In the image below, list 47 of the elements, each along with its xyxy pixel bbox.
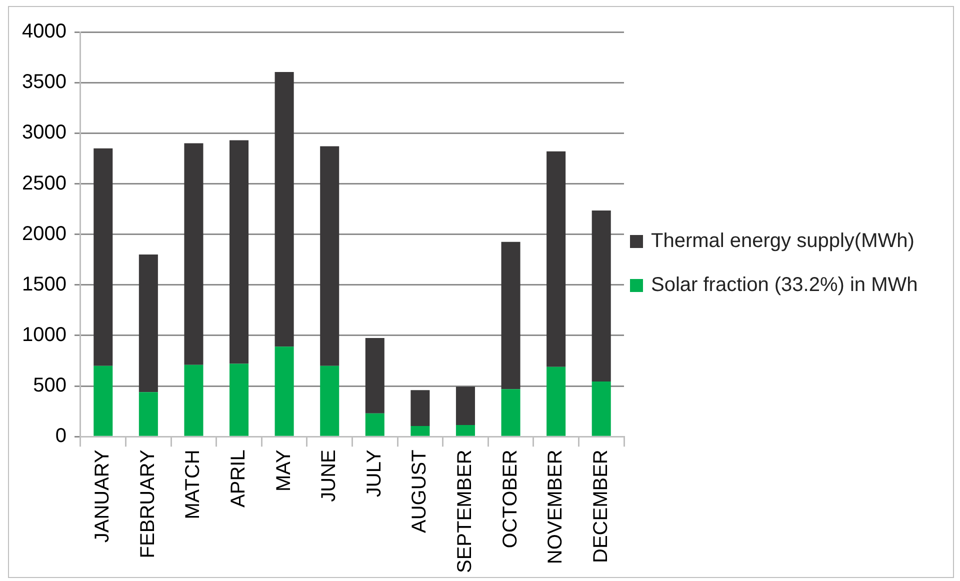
bar xyxy=(274,346,294,436)
bar xyxy=(501,242,520,390)
bar xyxy=(230,140,249,364)
bar xyxy=(274,72,294,347)
bar xyxy=(320,146,340,366)
bar xyxy=(94,366,113,436)
bar xyxy=(320,366,340,436)
x-tick-label: SEPTEMBER xyxy=(454,450,476,573)
y-tick-label: 3000 xyxy=(22,122,66,144)
bar xyxy=(230,364,249,436)
legend-label: Thermal energy supply(MWh) xyxy=(651,229,914,254)
x-tick-label: JULY xyxy=(363,450,386,498)
y-tick-label: 1500 xyxy=(22,273,66,296)
bar xyxy=(456,386,475,426)
y-tick-label: 0 xyxy=(55,425,66,448)
x-tick-label: DECEMBER xyxy=(590,450,612,563)
y-tick-label: 1000 xyxy=(22,324,66,346)
bar xyxy=(546,366,566,436)
y-tick-label: 4000 xyxy=(22,20,66,43)
bar xyxy=(365,413,384,436)
bar xyxy=(410,426,430,436)
bar xyxy=(184,364,204,436)
x-tick-label: JANUARY xyxy=(92,450,114,543)
y-tick-label: 2000 xyxy=(22,222,66,245)
bar xyxy=(592,210,611,382)
x-tick-label: OCTOBER xyxy=(499,450,522,548)
x-tick-label: NOVEMBER xyxy=(544,450,567,564)
x-tick-label: MATCH xyxy=(182,450,204,520)
bar xyxy=(456,425,475,436)
legend-label: Solar fraction (33.2%) in MWh xyxy=(651,273,918,298)
y-tick-label: 500 xyxy=(33,374,66,397)
x-tick-label: FEBRUARY xyxy=(136,450,159,558)
x-tick-label: AUGUST xyxy=(408,450,431,533)
x-tick-label: MAY xyxy=(272,450,295,492)
x-tick-label: APRIL xyxy=(228,450,250,508)
y-tick-label: 2500 xyxy=(22,172,66,194)
bar xyxy=(138,254,158,392)
bar xyxy=(501,389,520,436)
bar xyxy=(410,390,430,426)
bar xyxy=(365,338,384,414)
bar xyxy=(94,148,113,366)
bar xyxy=(184,143,204,365)
y-tick-label: 3500 xyxy=(22,71,66,94)
bar xyxy=(546,151,566,367)
x-tick-label: JUNE xyxy=(318,450,340,502)
bar xyxy=(592,382,611,436)
bar xyxy=(138,392,158,436)
